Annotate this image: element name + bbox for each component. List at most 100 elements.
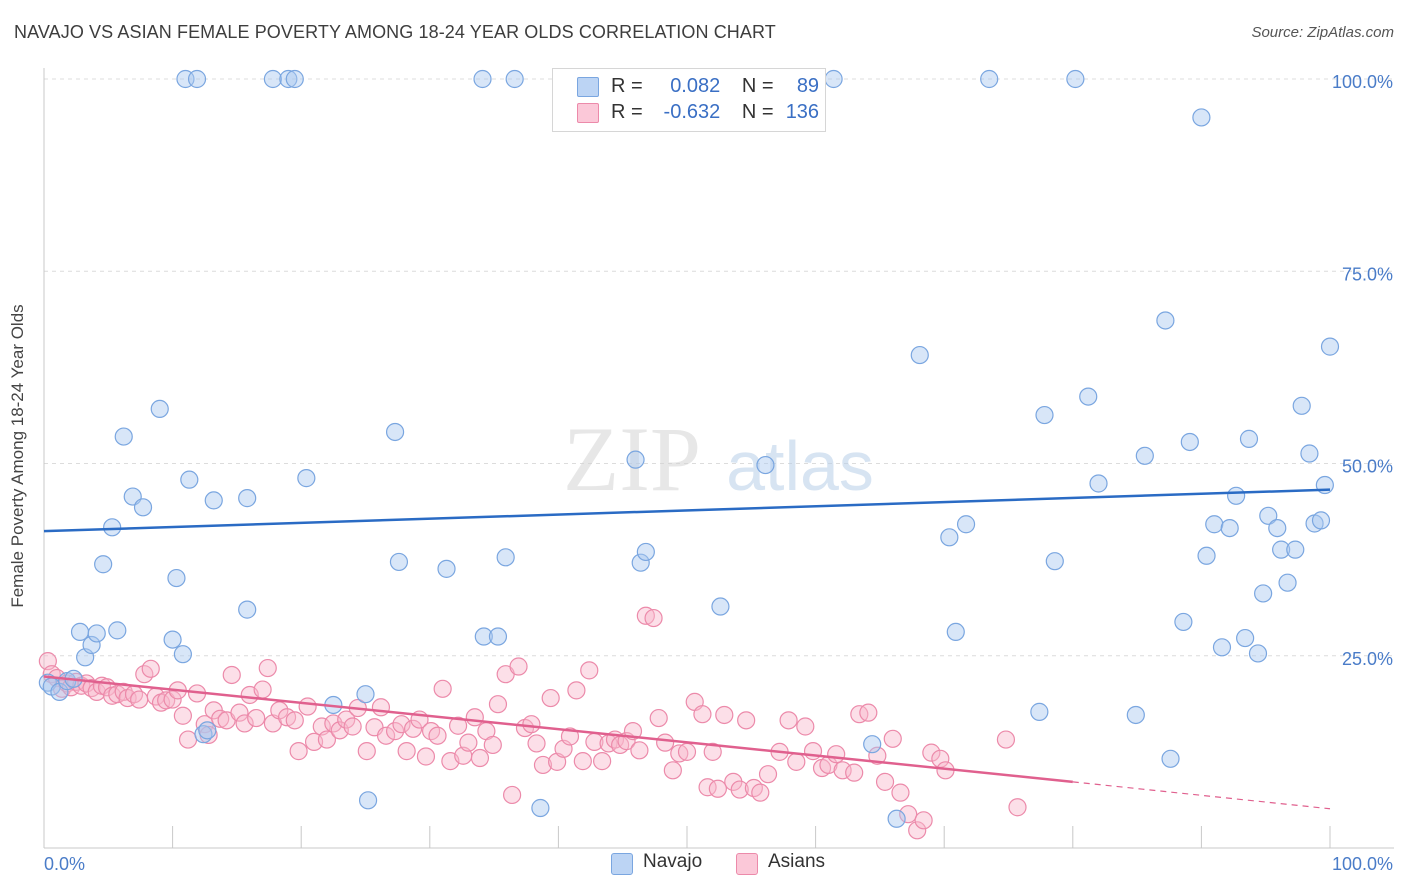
bottom-navajo-swatch xyxy=(611,853,633,875)
asians-point-135 xyxy=(908,821,927,840)
navajo-point-64 xyxy=(1156,311,1175,330)
asians-point-40 xyxy=(258,658,277,678)
watermark-atlas: atlas xyxy=(726,427,874,505)
navajo-point-72 xyxy=(1220,518,1239,538)
navajo-point-43 xyxy=(626,450,645,469)
navajo-point-50 xyxy=(887,809,906,828)
navajo-point-86 xyxy=(1311,511,1331,530)
asians-point-38 xyxy=(247,708,266,728)
navajo-point-34 xyxy=(385,422,405,442)
navajo-point-54 xyxy=(956,515,976,534)
navajo-point-45 xyxy=(636,542,655,562)
navajo-point-49 xyxy=(863,735,882,754)
navajo-point-44 xyxy=(631,553,650,572)
navajo-point-51 xyxy=(910,345,929,365)
asians-point-26 xyxy=(173,706,192,725)
navajo-point-21 xyxy=(180,470,199,489)
asians-point-60 xyxy=(392,715,411,734)
asians-point-136 xyxy=(914,811,933,830)
navajo-point-32 xyxy=(356,685,375,704)
navajo-point-66 xyxy=(1174,612,1193,632)
asians-point-52 xyxy=(337,710,356,729)
asians-point-23 xyxy=(157,691,176,710)
asians-point-57 xyxy=(371,698,391,717)
asians-point-75 xyxy=(483,735,502,755)
asians-point-137 xyxy=(922,743,941,762)
asians-point-105 xyxy=(677,742,697,761)
asians-point-61 xyxy=(397,742,416,761)
navajo-point-39 xyxy=(488,627,508,646)
navajo-point-80 xyxy=(1272,540,1291,559)
asians-point-72 xyxy=(465,708,484,727)
tick-labels: 25.0% 50.0% 75.0% 100.0% 0.0% 100.0% xyxy=(44,72,1393,874)
navajo-swatch xyxy=(577,77,599,97)
navajo-trend-line xyxy=(43,488,1331,533)
navajo-point-46 xyxy=(711,597,730,616)
navajo-n-label: N = xyxy=(741,75,780,97)
asians-swatch xyxy=(577,103,599,123)
navajo-point-76 xyxy=(1248,644,1268,663)
asians-point-102 xyxy=(656,733,675,752)
navajo-point-42 xyxy=(531,798,550,818)
navajo-point-57 xyxy=(1035,405,1054,425)
navajo-point-83 xyxy=(1292,396,1311,415)
asians-point-132 xyxy=(883,729,902,748)
asians-points xyxy=(38,606,1027,840)
grid-lines xyxy=(44,78,1394,657)
asians-point-114 xyxy=(737,711,756,730)
navajo-point-73 xyxy=(1227,486,1246,505)
correlation-legend: R = 0.082 N = 89 R = -0.632 N = 136 xyxy=(552,68,826,132)
navajo-n-value: 89 xyxy=(796,75,820,97)
asians-point-84 xyxy=(541,688,560,708)
asians-point-67 xyxy=(433,679,452,698)
navajo-point-79 xyxy=(1268,518,1287,538)
bottom-asians-label: Asians xyxy=(768,851,826,872)
asians-point-113 xyxy=(730,780,749,799)
chart-title: NAVAJO VS ASIAN FEMALE POVERTY AMONG 18-… xyxy=(14,22,776,42)
navajo-r-value: 0.082 xyxy=(670,75,721,97)
asians-point-98 xyxy=(630,741,649,760)
asians-point-39 xyxy=(253,680,272,699)
asians-r-value: -0.632 xyxy=(663,101,721,123)
axes xyxy=(43,68,1394,849)
asians-point-125 xyxy=(827,745,846,764)
asians-n-label: N = xyxy=(741,101,780,123)
asians-point-121 xyxy=(796,717,815,736)
navajo-point-8 xyxy=(87,624,106,643)
y-tick-label-100: 100.0% xyxy=(1332,72,1393,92)
asians-point-45 xyxy=(289,742,308,761)
x-tick-label-min: 0.0% xyxy=(44,854,85,874)
source-credit: Source: ZipAtlas.com xyxy=(1251,24,1394,41)
navajo-point-23 xyxy=(198,721,217,740)
asians-point-117 xyxy=(758,765,778,784)
navajo-point-18 xyxy=(173,645,192,664)
y-tick-label-25: 25.0% xyxy=(1342,649,1393,669)
navajo-point-77 xyxy=(1254,584,1273,603)
asians-point-126 xyxy=(833,761,852,780)
asians-point-109 xyxy=(703,742,722,761)
navajo-point-58 xyxy=(1045,552,1064,571)
asians-point-130 xyxy=(868,746,887,765)
navajo-point-17 xyxy=(167,568,186,588)
asians-point-18 xyxy=(130,690,149,709)
navajo-point-27 xyxy=(263,69,283,89)
asians-point-66 xyxy=(428,726,447,745)
asians-trend-line xyxy=(43,675,1073,784)
asians-point-131 xyxy=(875,772,895,791)
asians-point-110 xyxy=(708,779,727,798)
asians-point-81 xyxy=(522,715,541,734)
navajo-point-71 xyxy=(1212,638,1232,657)
navajo-point-84 xyxy=(1300,444,1319,463)
navajo-point-38 xyxy=(474,627,493,646)
asians-point-79 xyxy=(509,657,528,676)
asians-n-value: 136 xyxy=(785,101,820,123)
navajo-point-65 xyxy=(1161,749,1180,768)
navajo-point-28 xyxy=(279,69,298,89)
navajo-point-74 xyxy=(1236,628,1255,648)
asians-point-101 xyxy=(649,708,668,728)
navajo-point-24 xyxy=(204,491,223,510)
navajo-r-label: R = xyxy=(611,75,649,97)
asians-point-78 xyxy=(503,785,522,805)
asians-point-120 xyxy=(787,752,806,771)
